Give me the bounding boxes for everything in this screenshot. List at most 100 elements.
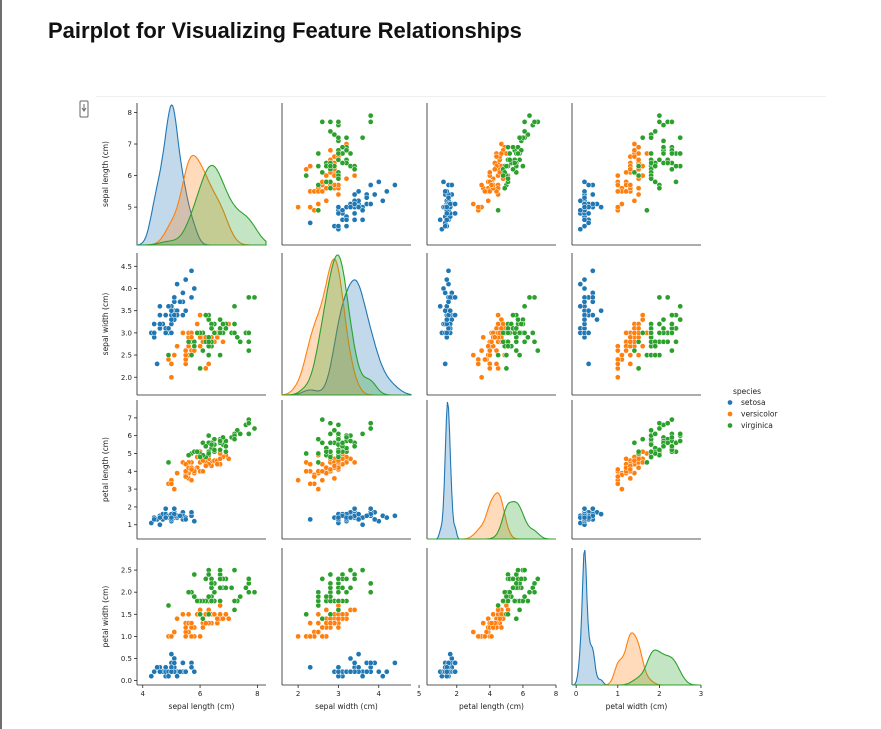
scatter-point-versicolor <box>197 312 203 318</box>
scatter-point-versicolor <box>214 615 221 622</box>
scatter-point-virginica <box>343 134 350 141</box>
scatter-point-virginica <box>343 434 350 441</box>
scatter-point-setosa <box>581 298 588 305</box>
scatter-point-virginica <box>516 330 523 336</box>
scatter-point-setosa <box>157 668 163 675</box>
scatter-point-setosa <box>379 673 386 680</box>
scatter-point-virginica <box>231 607 238 613</box>
scatter-point-virginica <box>202 443 209 450</box>
scatter-point-setosa <box>452 668 458 675</box>
scatter-point-virginica <box>677 150 684 157</box>
scatter-point-virginica <box>500 598 506 604</box>
scatter-point-setosa <box>445 298 452 305</box>
scatter-point-setosa <box>359 673 366 680</box>
scatter-point-virginica <box>677 316 684 323</box>
scatter-point-virginica <box>245 431 252 437</box>
scatter-point-versicolor <box>623 455 629 462</box>
scatter-point-virginica <box>335 607 342 613</box>
scatter-point-setosa <box>162 312 169 318</box>
scatter-point-setosa <box>589 312 596 318</box>
scatter-point-virginica <box>197 454 203 460</box>
scatter-point-virginica <box>217 598 223 604</box>
scatter-point-versicolor <box>627 466 634 473</box>
scatter-point-virginica <box>518 321 525 327</box>
scatter-point-virginica <box>631 347 638 354</box>
scatter-point-virginica <box>515 567 521 573</box>
scatter-point-setosa <box>581 514 588 521</box>
scatter-point-versicolor <box>488 620 495 626</box>
scatter-point-virginica <box>664 338 671 345</box>
scatter-point-setosa <box>383 514 390 521</box>
scatter-point-virginica <box>525 598 531 604</box>
scatter-point-setosa <box>443 330 450 336</box>
scatter-point-setosa <box>168 514 175 521</box>
scatter-point-setosa <box>343 216 350 223</box>
scatter-point-virginica <box>656 185 663 192</box>
y-axis-label: sepal length (cm) <box>101 141 110 207</box>
scatter-point-setosa <box>585 210 592 217</box>
panel-sepal-length-vs-sepal-length <box>136 103 267 246</box>
scatter-point-setosa <box>594 316 600 323</box>
scatter-point-virginica <box>635 172 642 179</box>
scatter-point-setosa <box>351 660 358 666</box>
scatter-point-virginica <box>211 330 218 336</box>
panel-sepal-width-vs-sepal-width <box>281 253 412 396</box>
y-tick-label: 2.0 <box>121 589 132 597</box>
y-ticks-sepal-width: 2.0 2.5 3.0 3.5 4.0 4.5 <box>121 263 137 382</box>
scatter-point-virginica <box>534 347 541 354</box>
scatter-point-setosa <box>157 514 163 521</box>
scatter-point-versicolor <box>188 477 195 484</box>
scatter-point-setosa <box>585 307 592 314</box>
scatter-point-virginica <box>335 134 342 141</box>
cell-divider <box>96 96 826 97</box>
scatter-point-versicolor <box>182 624 189 631</box>
y-tick-label: 2.0 <box>121 374 132 382</box>
scatter-point-versicolor <box>319 624 326 631</box>
y-tick-label: 0.0 <box>121 677 132 685</box>
scatter-point-virginica <box>664 439 671 446</box>
output-expand-icon[interactable] <box>78 98 90 120</box>
scatter-point-virginica <box>237 338 244 345</box>
scatter-point-virginica <box>165 352 172 358</box>
scatter-point-versicolor <box>614 347 621 354</box>
scatter-point-virginica <box>639 134 646 141</box>
scatter-point-virginica <box>303 611 310 618</box>
scatter-point-virginica <box>245 338 252 345</box>
scatter-point-setosa <box>445 267 452 274</box>
scatter-point-versicolor <box>619 486 625 492</box>
scatter-point-versicolor <box>482 633 488 640</box>
scatter-point-versicolor <box>343 175 350 182</box>
scatter-point-virginica <box>200 615 206 622</box>
scatter-point-versicolor <box>194 321 201 327</box>
scatter-point-versicolor <box>490 611 497 618</box>
scatter-point-virginica <box>516 134 523 141</box>
scatter-point-virginica <box>367 420 374 427</box>
scatter-point-virginica <box>205 593 212 600</box>
scatter-point-virginica <box>165 602 172 609</box>
scatter-point-virginica <box>521 119 528 125</box>
scatter-point-virginica <box>656 330 663 336</box>
scatter-point-setosa <box>165 673 172 680</box>
scatter-point-setosa <box>191 285 198 292</box>
scatter-point-virginica <box>208 325 215 332</box>
scatter-point-virginica <box>367 589 374 596</box>
panel-petal-length-vs-sepal-width <box>281 400 411 540</box>
y-tick-label: 5 <box>128 204 132 212</box>
scatter-point-versicolor <box>491 166 498 173</box>
scatter-point-virginica <box>335 598 342 604</box>
scatter-point-virginica <box>513 580 520 587</box>
panel-sepal-width-vs-petal-width <box>571 253 701 396</box>
scatter-point-versicolor <box>482 188 488 195</box>
scatter-point-virginica <box>351 443 358 450</box>
scatter-point-virginica <box>648 160 654 166</box>
y-tick-label: 3.5 <box>121 307 132 315</box>
scatter-point-setosa <box>171 312 178 318</box>
x-tick-label: 5 <box>417 690 421 698</box>
scatter-point-setosa <box>598 204 604 210</box>
scatter-point-virginica <box>511 598 518 604</box>
scatter-point-virginica <box>669 119 675 125</box>
scatter-point-virginica <box>669 150 675 157</box>
scatter-point-setosa <box>581 216 588 223</box>
scatter-point-virginica <box>347 150 354 157</box>
scatter-point-virginica <box>339 584 346 591</box>
